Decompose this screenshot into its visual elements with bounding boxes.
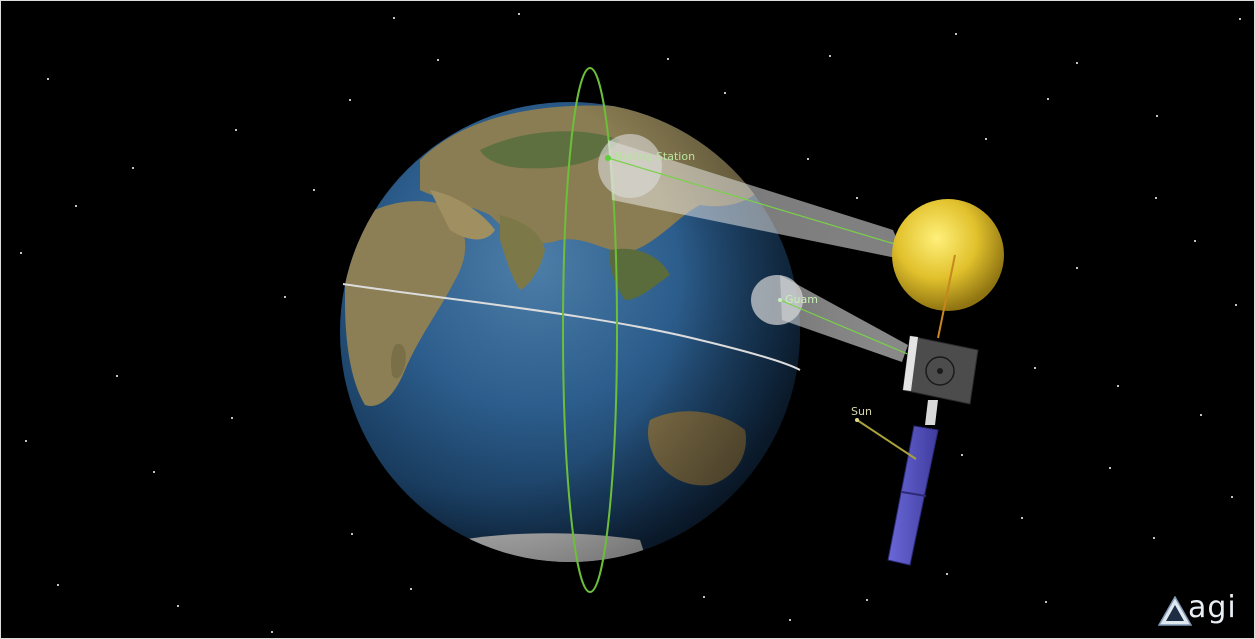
beijing-station-label: Beijing Station bbox=[615, 150, 696, 163]
solar-panel[interactable] bbox=[887, 425, 939, 566]
sensor-boom bbox=[937, 254, 956, 339]
satellite-orbit[interactable] bbox=[562, 67, 618, 593]
agi-logo: agi bbox=[1158, 590, 1252, 630]
sun-vector bbox=[856, 419, 917, 460]
guam-sensor-beam bbox=[751, 275, 911, 362]
agi-logo-text: agi bbox=[1188, 590, 1237, 625]
sensor-sphere[interactable] bbox=[892, 199, 1004, 311]
guam-label: Guam bbox=[785, 293, 818, 306]
agi-logo-icon bbox=[1158, 596, 1192, 626]
satellite[interactable] bbox=[902, 335, 979, 425]
equator-line bbox=[342, 283, 801, 371]
starfield bbox=[20, 13, 1241, 633]
ground-station-beijing[interactable] bbox=[605, 155, 611, 161]
beijing-sensor-beam bbox=[598, 134, 906, 260]
sun-vector-tip bbox=[855, 418, 859, 422]
sun-label: Sun bbox=[851, 405, 872, 418]
ground-station-guam[interactable] bbox=[778, 298, 782, 302]
